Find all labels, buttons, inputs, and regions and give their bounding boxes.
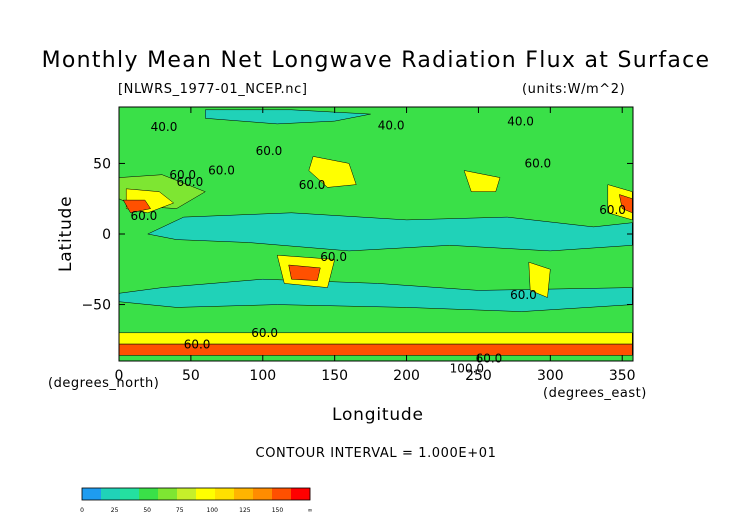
colorbar-segment-6 xyxy=(196,488,216,500)
x-tick-label-2: 100 xyxy=(249,368,276,384)
colorbar-segment-11 xyxy=(291,488,311,500)
colorbar-segment-0 xyxy=(82,488,102,500)
colorbar-segment-10 xyxy=(272,488,292,500)
colorbar-frame xyxy=(81,487,311,501)
colorbar-label-1: 25 xyxy=(111,507,119,514)
file-name: [NLWRS_1977-01_NCEP.nc] xyxy=(118,82,308,97)
x-axis-title: Longitude xyxy=(332,405,424,425)
x-tick-label-7: 350 xyxy=(609,368,636,384)
contour-label-1: 60.0 xyxy=(256,144,283,158)
x-tick-label-1: 50 xyxy=(182,368,200,384)
na-desert xyxy=(463,170,501,192)
contour-label-9: 60.0 xyxy=(599,203,626,217)
contour-label-8: 60.0 xyxy=(524,157,551,171)
colorbar-label-3: 75 xyxy=(176,507,184,514)
arctic-patch xyxy=(205,109,371,125)
colorbar-segment-3 xyxy=(139,488,159,500)
y-tick-label-0: 50 xyxy=(93,156,111,172)
x-tick-label-6: 300 xyxy=(537,368,564,384)
colorbar-segment-7 xyxy=(215,488,235,500)
y-tick-label-2: −50 xyxy=(81,298,111,314)
colorbar-label-5: 125 xyxy=(239,507,251,514)
colorbar-segment-9 xyxy=(253,488,273,500)
contour-label-6: 40.0 xyxy=(378,119,405,133)
contour-label-10: 60.0 xyxy=(131,209,158,223)
x-axis-unit: (degrees_east) xyxy=(543,386,647,401)
africa-east-desert xyxy=(607,184,633,221)
units-label: (units:W/m^2) xyxy=(522,82,626,97)
contour-label-15: 100.0 xyxy=(450,361,484,375)
colorbar-label-7: ∞ xyxy=(308,507,313,514)
contour-label-14: 60.0 xyxy=(184,337,211,351)
y-tick-label-1: 0 xyxy=(102,227,111,243)
colorbar-segment-2 xyxy=(120,488,140,500)
colorbar-label-0: 0 xyxy=(80,507,84,514)
x-tick-label-5: 250 xyxy=(465,368,492,384)
x-tick-label-0: 0 xyxy=(115,368,124,384)
colorbar-label-6: 150 xyxy=(272,507,284,514)
colorbar-label-2: 50 xyxy=(143,507,151,514)
contour-label-16: 60.0 xyxy=(476,351,503,365)
contour-label-3: 60.0 xyxy=(208,164,235,178)
colorbar-segment-1 xyxy=(101,488,121,500)
contour-label-5: 60.0 xyxy=(299,178,326,192)
contour-label-7: 40.0 xyxy=(507,114,534,128)
x-tick-label-4: 200 xyxy=(393,368,420,384)
contour-label-12: 60.0 xyxy=(510,288,537,302)
sa-desert xyxy=(528,261,551,298)
sahara-hot-spot xyxy=(122,199,152,214)
contour-label-0: 40.0 xyxy=(151,120,178,134)
colorbar-segment-5 xyxy=(177,488,197,500)
asia-desert xyxy=(308,156,357,188)
y-axis-unit: (degrees_north) xyxy=(48,376,160,391)
australia-hot-spot xyxy=(288,264,321,281)
contour-label-13: 60.0 xyxy=(251,326,278,340)
africa-east-hot-spot xyxy=(618,194,633,214)
tropical-band xyxy=(147,212,633,252)
y-axis-title: Latitude xyxy=(56,195,76,272)
colorbar-segment-8 xyxy=(234,488,254,500)
colorbar-segment-4 xyxy=(158,488,178,500)
chart-title: Monthly Mean Net Longwave Radiation Flux… xyxy=(41,48,711,73)
contour-interval: CONTOUR INTERVAL = 1.000E+01 xyxy=(255,446,497,461)
colorbar-label-4: 100 xyxy=(207,507,219,514)
contour-label-2: 60.0 xyxy=(169,168,196,182)
x-tick-label-3: 150 xyxy=(321,368,348,384)
contour-label-11: 60.0 xyxy=(320,250,347,264)
contour-label-4: 60.0 xyxy=(177,175,204,189)
